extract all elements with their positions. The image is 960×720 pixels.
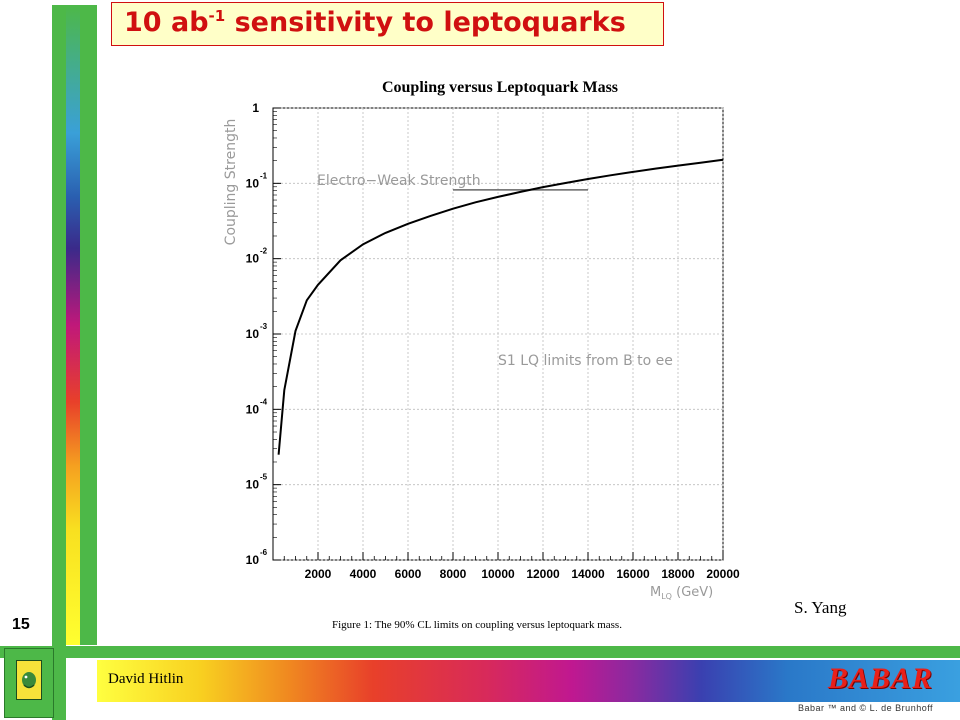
coupling-chart: Coupling versus Leptoquark Mass Coupling… [223, 79, 740, 631]
ticks [273, 107, 724, 561]
chart-title: Coupling versus Leptoquark Mass [382, 79, 618, 96]
y-tick-label-base: 10 [246, 478, 260, 492]
footer-green-band [0, 646, 960, 658]
coupling-limit-curve [277, 158, 724, 455]
x-axis-label-sub: LQ [661, 592, 672, 601]
limits-label: S1 LQ limits from B to ee [498, 353, 673, 369]
y-tick-label-exponent: -5 [260, 473, 268, 482]
title-rest: sensitivity to leptoquarks [225, 7, 626, 38]
slide-title: 10 ab-1 sensitivity to leptoquarks [111, 2, 664, 46]
x-tick-label: 14000 [571, 567, 605, 581]
left-stripe-green [52, 5, 66, 720]
y-tick-label-exponent: -1 [260, 171, 268, 180]
author-credit: S. Yang [794, 598, 847, 617]
copyright-notice: Babar ™ and © L. de Brunhoff [798, 703, 934, 713]
figure-caption: Figure 1: The 90% CL limits on coupling … [332, 619, 622, 631]
y-tick-label-base: 10 [246, 252, 260, 266]
y-tick-label-base: 10 [246, 176, 260, 190]
x-tick-label: 20000 [706, 567, 740, 581]
x-tick-label: 2000 [305, 567, 332, 581]
babar-logo: BABAR [828, 662, 934, 695]
x-axis-label-m: M [650, 585, 661, 600]
y-tick-label-base: 10 [246, 402, 260, 416]
x-axis-label: MLQ (GeV) [650, 585, 713, 601]
y-axis-label: Coupling Strength [223, 119, 239, 246]
y-tick-label-base: 1 [252, 101, 259, 115]
x-tick-label: 18000 [661, 567, 695, 581]
left-stripe-rainbow [66, 5, 80, 645]
y-tick-labels: 110-110-210-310-410-510-6 [246, 101, 268, 567]
y-tick-label-base: 10 [246, 553, 260, 567]
footer-rainbow-strip [97, 660, 960, 702]
x-tick-label: 8000 [440, 567, 467, 581]
x-tick-label: 4000 [350, 567, 377, 581]
y-tick-label-base: 10 [246, 327, 260, 341]
slide-number: 15 [12, 616, 30, 633]
x-tick-label: 16000 [616, 567, 650, 581]
title-main: 10 ab [124, 7, 209, 38]
x-tick-label: 6000 [395, 567, 422, 581]
footer-author: David Hitlin [108, 671, 184, 687]
x-tick-label: 10000 [481, 567, 515, 581]
y-tick-label-exponent: -6 [260, 548, 268, 557]
elephant-mascot-icon [22, 672, 36, 689]
y-tick-label-exponent: -2 [260, 247, 268, 256]
y-tick-label-exponent: -4 [260, 397, 268, 406]
x-tick-label: 12000 [526, 567, 560, 581]
x-axis-label-unit: (GeV) [672, 585, 713, 600]
y-tick-label-exponent: -3 [260, 322, 268, 331]
electroweak-label: Electro−Weak Strength [317, 173, 481, 189]
x-tick-labels: 2000 4000 6000 8000 10000 12000 14000 16000 1800… [305, 567, 740, 581]
title-superscript: -1 [208, 7, 226, 25]
left-stripe-green-inner [80, 5, 97, 645]
